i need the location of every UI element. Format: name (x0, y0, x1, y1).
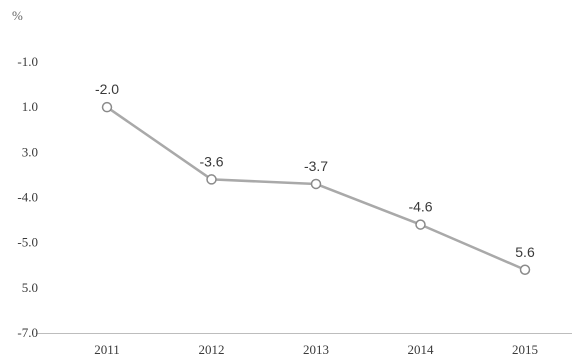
y-unit-label: % (12, 8, 23, 23)
data-label: -2.0 (95, 81, 119, 97)
data-points (101, 101, 531, 276)
x-tick-label: 2013 (303, 342, 329, 357)
data-point (101, 101, 113, 113)
data-label: -4.6 (408, 199, 432, 215)
data-point (206, 174, 217, 185)
data-labels: -2.0 -3.6 -3.7 -4.6 5.6 (95, 81, 535, 260)
data-label: -3.6 (199, 153, 223, 169)
y-tick-label: 1.0 (22, 99, 38, 114)
data-point (415, 219, 426, 230)
y-tick-label: 3.0 (22, 144, 38, 159)
x-tick-label: 2012 (199, 342, 225, 357)
x-tick-label: 2015 (512, 342, 538, 357)
x-tick-label: 2011 (94, 342, 120, 357)
y-tick-label: -1.0 (17, 54, 38, 69)
y-tick-label: -5.0 (17, 235, 38, 250)
y-tick-label: -7.0 (17, 325, 38, 340)
data-label: -3.7 (304, 158, 328, 174)
x-tick-label: 2014 (408, 342, 435, 357)
data-label: 5.6 (515, 244, 535, 260)
data-point (310, 178, 322, 190)
y-tick-label: -4.0 (17, 190, 38, 205)
y-axis-ticks: -1.0 1.0 3.0 -4.0 -5.0 5.0 -7.0 (17, 54, 38, 340)
y-tick-label: 5.0 (22, 280, 38, 295)
x-axis-ticks: 2011 2012 2013 2014 2015 (94, 342, 538, 357)
data-point (519, 264, 531, 276)
